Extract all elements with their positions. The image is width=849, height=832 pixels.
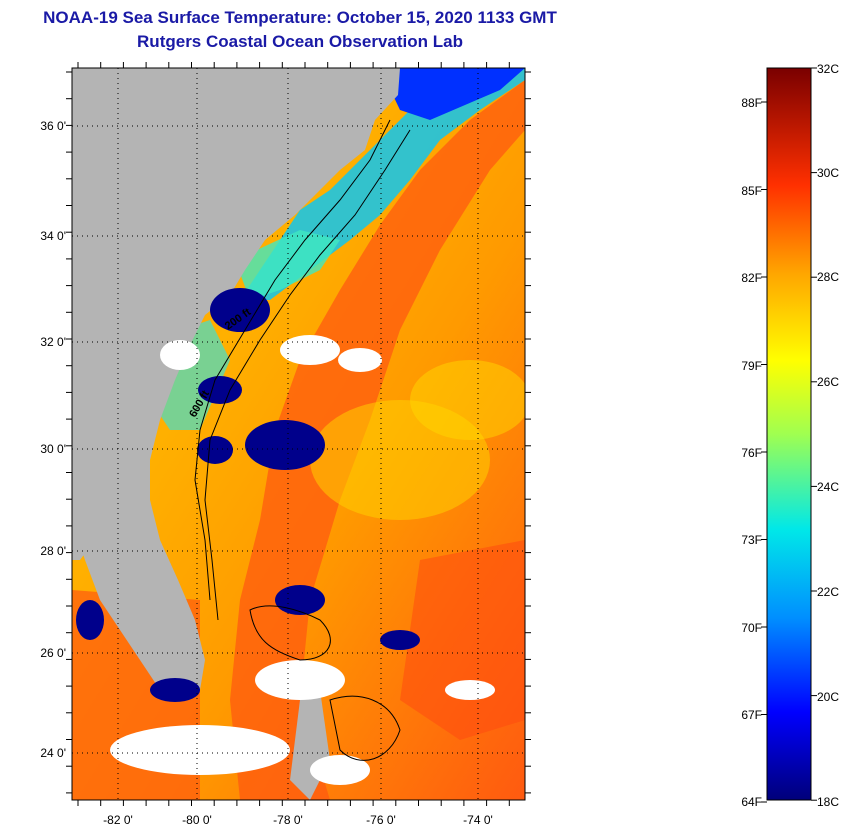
colorbar-f-label: 67F: [741, 708, 762, 722]
cloud-patch: [160, 340, 200, 370]
cloud-patch: [280, 335, 340, 365]
lon-label: -78 0': [273, 813, 303, 827]
cold-patch: [150, 678, 200, 702]
cold-patch: [380, 630, 420, 650]
bathymetry-contour-bahamas: [329, 695, 401, 761]
map-grid: [72, 68, 525, 800]
cloud-patch: [255, 660, 345, 700]
colorbar-celsius-labels: 32C 30C 28C 26C 24C 22C 20C 18C: [817, 62, 839, 809]
colorbar-f-label: 76F: [741, 446, 762, 460]
lat-label: 34 0': [40, 229, 66, 243]
lon-label: -80 0': [182, 813, 212, 827]
cold-patch: [245, 420, 325, 470]
cool-patch: [410, 360, 525, 440]
colorbar-c-label: 20C: [817, 690, 839, 704]
cloud-patch: [310, 755, 370, 785]
lon-label: -76 0': [366, 813, 396, 827]
land-north-america: [72, 68, 400, 700]
lat-label: 28 0': [40, 544, 66, 558]
map-title: NOAA-19 Sea Surface Temperature: October…: [43, 8, 557, 27]
map-ticks: [66, 62, 531, 806]
cold-patch: [210, 288, 270, 332]
colorbar-c-label: 26C: [817, 375, 839, 389]
colorbar-c-label: 22C: [817, 585, 839, 599]
colorbar-f-label: 82F: [741, 271, 762, 285]
sst-map: 200 ft 600 ft: [72, 68, 525, 800]
colorbar-f-label: 85F: [741, 184, 762, 198]
map-frame: [71, 67, 526, 801]
cold-shelf-water: [235, 230, 340, 300]
longitude-axis: -82 0' -80 0' -78 0' -76 0' -74 0': [103, 813, 493, 827]
cold-water-north: [380, 68, 525, 120]
map-subtitle: Rutgers Coastal Ocean Observation Lab: [137, 32, 463, 51]
bathymetry-contour-600ft: [204, 129, 411, 621]
colorbar: [766, 67, 812, 801]
lat-label: 26 0': [40, 646, 66, 660]
colorbar-f-label: 70F: [741, 621, 762, 635]
gulf-stream: [230, 80, 525, 800]
cold-patch: [197, 436, 233, 464]
latitude-axis: 36 0' 34 0' 32 0' 30 0' 28 0' 26 0' 24 0…: [40, 119, 66, 760]
colorbar-f-label: 64F: [741, 795, 762, 809]
lat-label: 24 0': [40, 746, 66, 760]
colorbar-fahrenheit-labels: 88F 85F 82F 79F 76F 73F 70F 67F 64F: [741, 96, 762, 809]
colorbar-f-label: 73F: [741, 533, 762, 547]
colorbar-c-label: 18C: [817, 795, 839, 809]
lat-label: 30 0': [40, 442, 66, 456]
colorbar-ticks: [761, 67, 817, 803]
colorbar-f-label: 79F: [741, 359, 762, 373]
cold-patch: [198, 376, 242, 404]
colorbar-f-label: 88F: [741, 96, 762, 110]
lat-label: 32 0': [40, 335, 66, 349]
lon-label: -74 0': [463, 813, 493, 827]
bathymetry-contour-bahamas: [249, 605, 331, 661]
cloud-patch: [338, 348, 382, 372]
colorbar-c-label: 30C: [817, 166, 839, 180]
cold-patch: [76, 600, 104, 640]
cold-patch: [275, 585, 325, 615]
lat-label: 36 0': [40, 119, 66, 133]
lon-label: -82 0': [103, 813, 133, 827]
land-gulf-coast: [72, 490, 95, 560]
colorbar-c-label: 32C: [817, 62, 839, 76]
colorbar-c-label: 28C: [817, 270, 839, 284]
cloud-patch: [445, 680, 495, 700]
cloud-patch: [110, 725, 290, 775]
bathymetry-contour-200ft: [194, 119, 391, 601]
colorbar-c-label: 24C: [817, 480, 839, 494]
